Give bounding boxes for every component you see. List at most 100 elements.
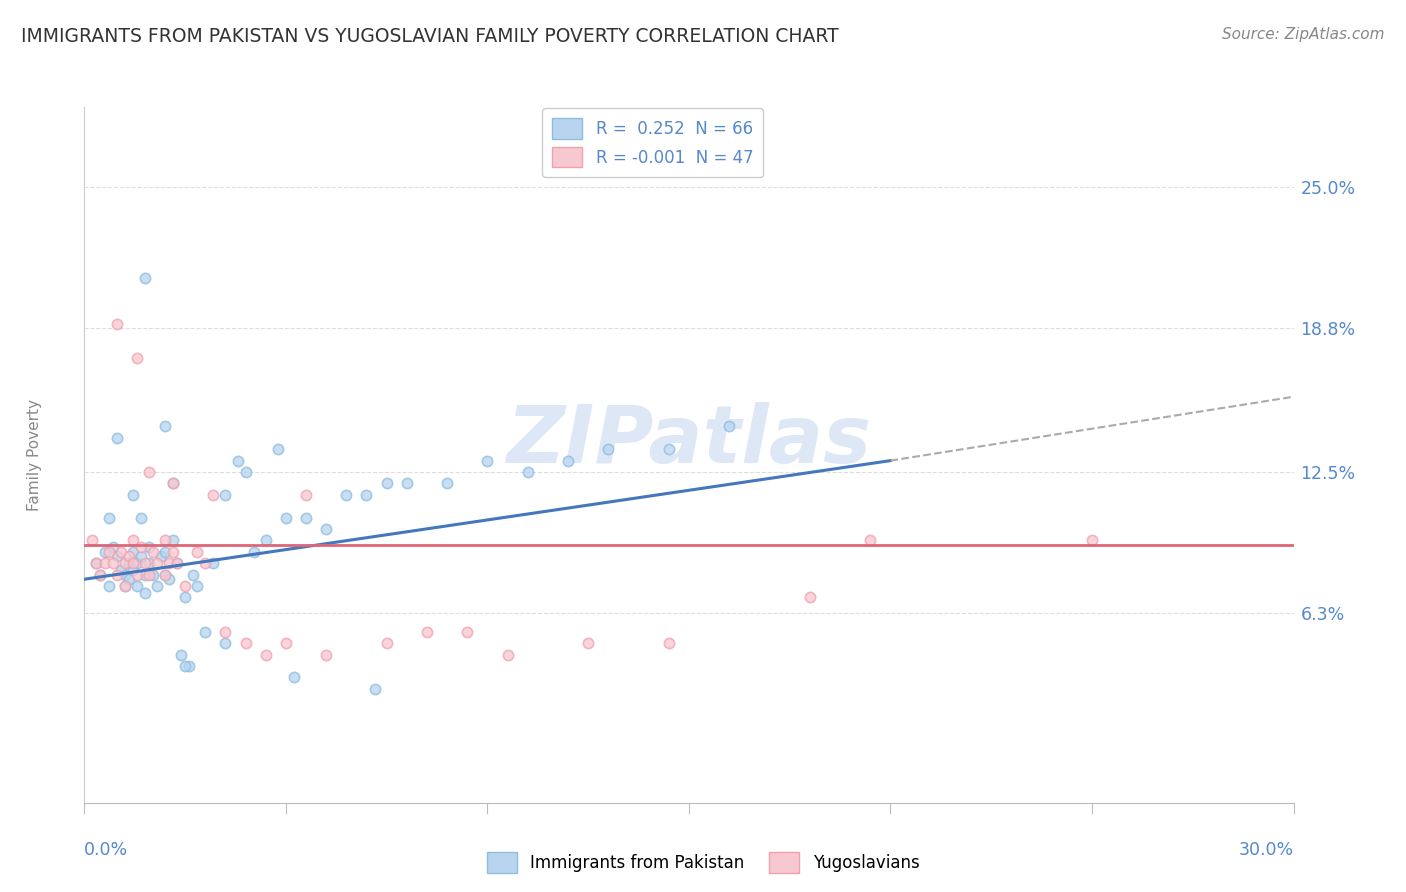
Text: 30.0%: 30.0% [1239,841,1294,859]
Point [166,556,188,570]
Text: 0.0%: 0.0% [84,841,128,859]
Point [214,624,236,639]
Point [576,636,599,650]
Point [153,567,176,582]
Point [146,556,169,570]
Point [118,572,141,586]
Point [138,541,160,555]
Point [125,579,148,593]
Point [170,648,193,662]
Text: Source: ZipAtlas.com: Source: ZipAtlas.com [1222,27,1385,42]
Legend: Immigrants from Pakistan, Yugoslavians: Immigrants from Pakistan, Yugoslavians [479,846,927,880]
Point [226,453,249,467]
Point [114,556,136,570]
Point [114,567,136,582]
Point [129,549,152,564]
Point [718,419,741,434]
Point [121,533,143,548]
Point [162,533,184,548]
Point [295,510,318,524]
Point [114,579,136,593]
Point [174,591,197,605]
Point [235,465,257,479]
Text: IMMIGRANTS FROM PAKISTAN VS YUGOSLAVIAN FAMILY POVERTY CORRELATION CHART: IMMIGRANTS FROM PAKISTAN VS YUGOSLAVIAN … [21,27,839,45]
Point [295,488,318,502]
Point [375,636,398,650]
Point [162,545,184,559]
Point [138,556,160,570]
Point [105,317,128,331]
Point [157,556,180,570]
Point [105,431,128,445]
Point [97,510,120,524]
Point [315,522,337,536]
Point [416,624,439,639]
Point [134,271,156,285]
Point [375,476,398,491]
Text: ZIPatlas: ZIPatlas [506,402,872,480]
Point [121,563,143,577]
Point [315,648,337,662]
Legend: R =  0.252  N = 66, R = -0.001  N = 47: R = 0.252 N = 66, R = -0.001 N = 47 [543,109,763,178]
Point [179,659,201,673]
Point [174,659,197,673]
Point [134,586,156,600]
Point [125,556,148,570]
Point [114,579,136,593]
Point [658,636,681,650]
Point [121,556,143,570]
Point [267,442,290,457]
Point [356,488,378,502]
Point [142,545,165,559]
Point [162,476,184,491]
Point [274,636,297,650]
Point [235,636,257,650]
Point [89,567,111,582]
Point [121,488,143,502]
Point [142,567,165,582]
Point [496,648,519,662]
Point [242,545,264,559]
Point [146,579,169,593]
Point [181,567,204,582]
Point [157,572,180,586]
Point [1081,533,1104,548]
Point [101,541,124,555]
Point [153,545,176,559]
Point [477,453,499,467]
Point [118,556,141,570]
Point [153,419,176,434]
Point [129,541,152,555]
Point [166,556,188,570]
Point [194,556,217,570]
Point [516,465,538,479]
Point [254,648,277,662]
Point [186,579,208,593]
Point [174,579,197,593]
Point [129,510,152,524]
Point [134,556,156,570]
Point [436,476,458,491]
Point [283,670,305,684]
Point [134,567,156,582]
Point [93,556,115,570]
Point [456,624,478,639]
Point [799,591,821,605]
Point [101,556,124,570]
Point [86,556,108,570]
Point [105,567,128,582]
Point [363,681,385,696]
Point [125,567,148,582]
Point [149,549,172,564]
Point [138,465,160,479]
Point [86,556,108,570]
Point [138,567,160,582]
Point [110,545,132,559]
Point [557,453,579,467]
Point [194,624,217,639]
Point [153,567,176,582]
Point [274,510,297,524]
Point [82,533,104,548]
Point [859,533,882,548]
Point [658,442,681,457]
